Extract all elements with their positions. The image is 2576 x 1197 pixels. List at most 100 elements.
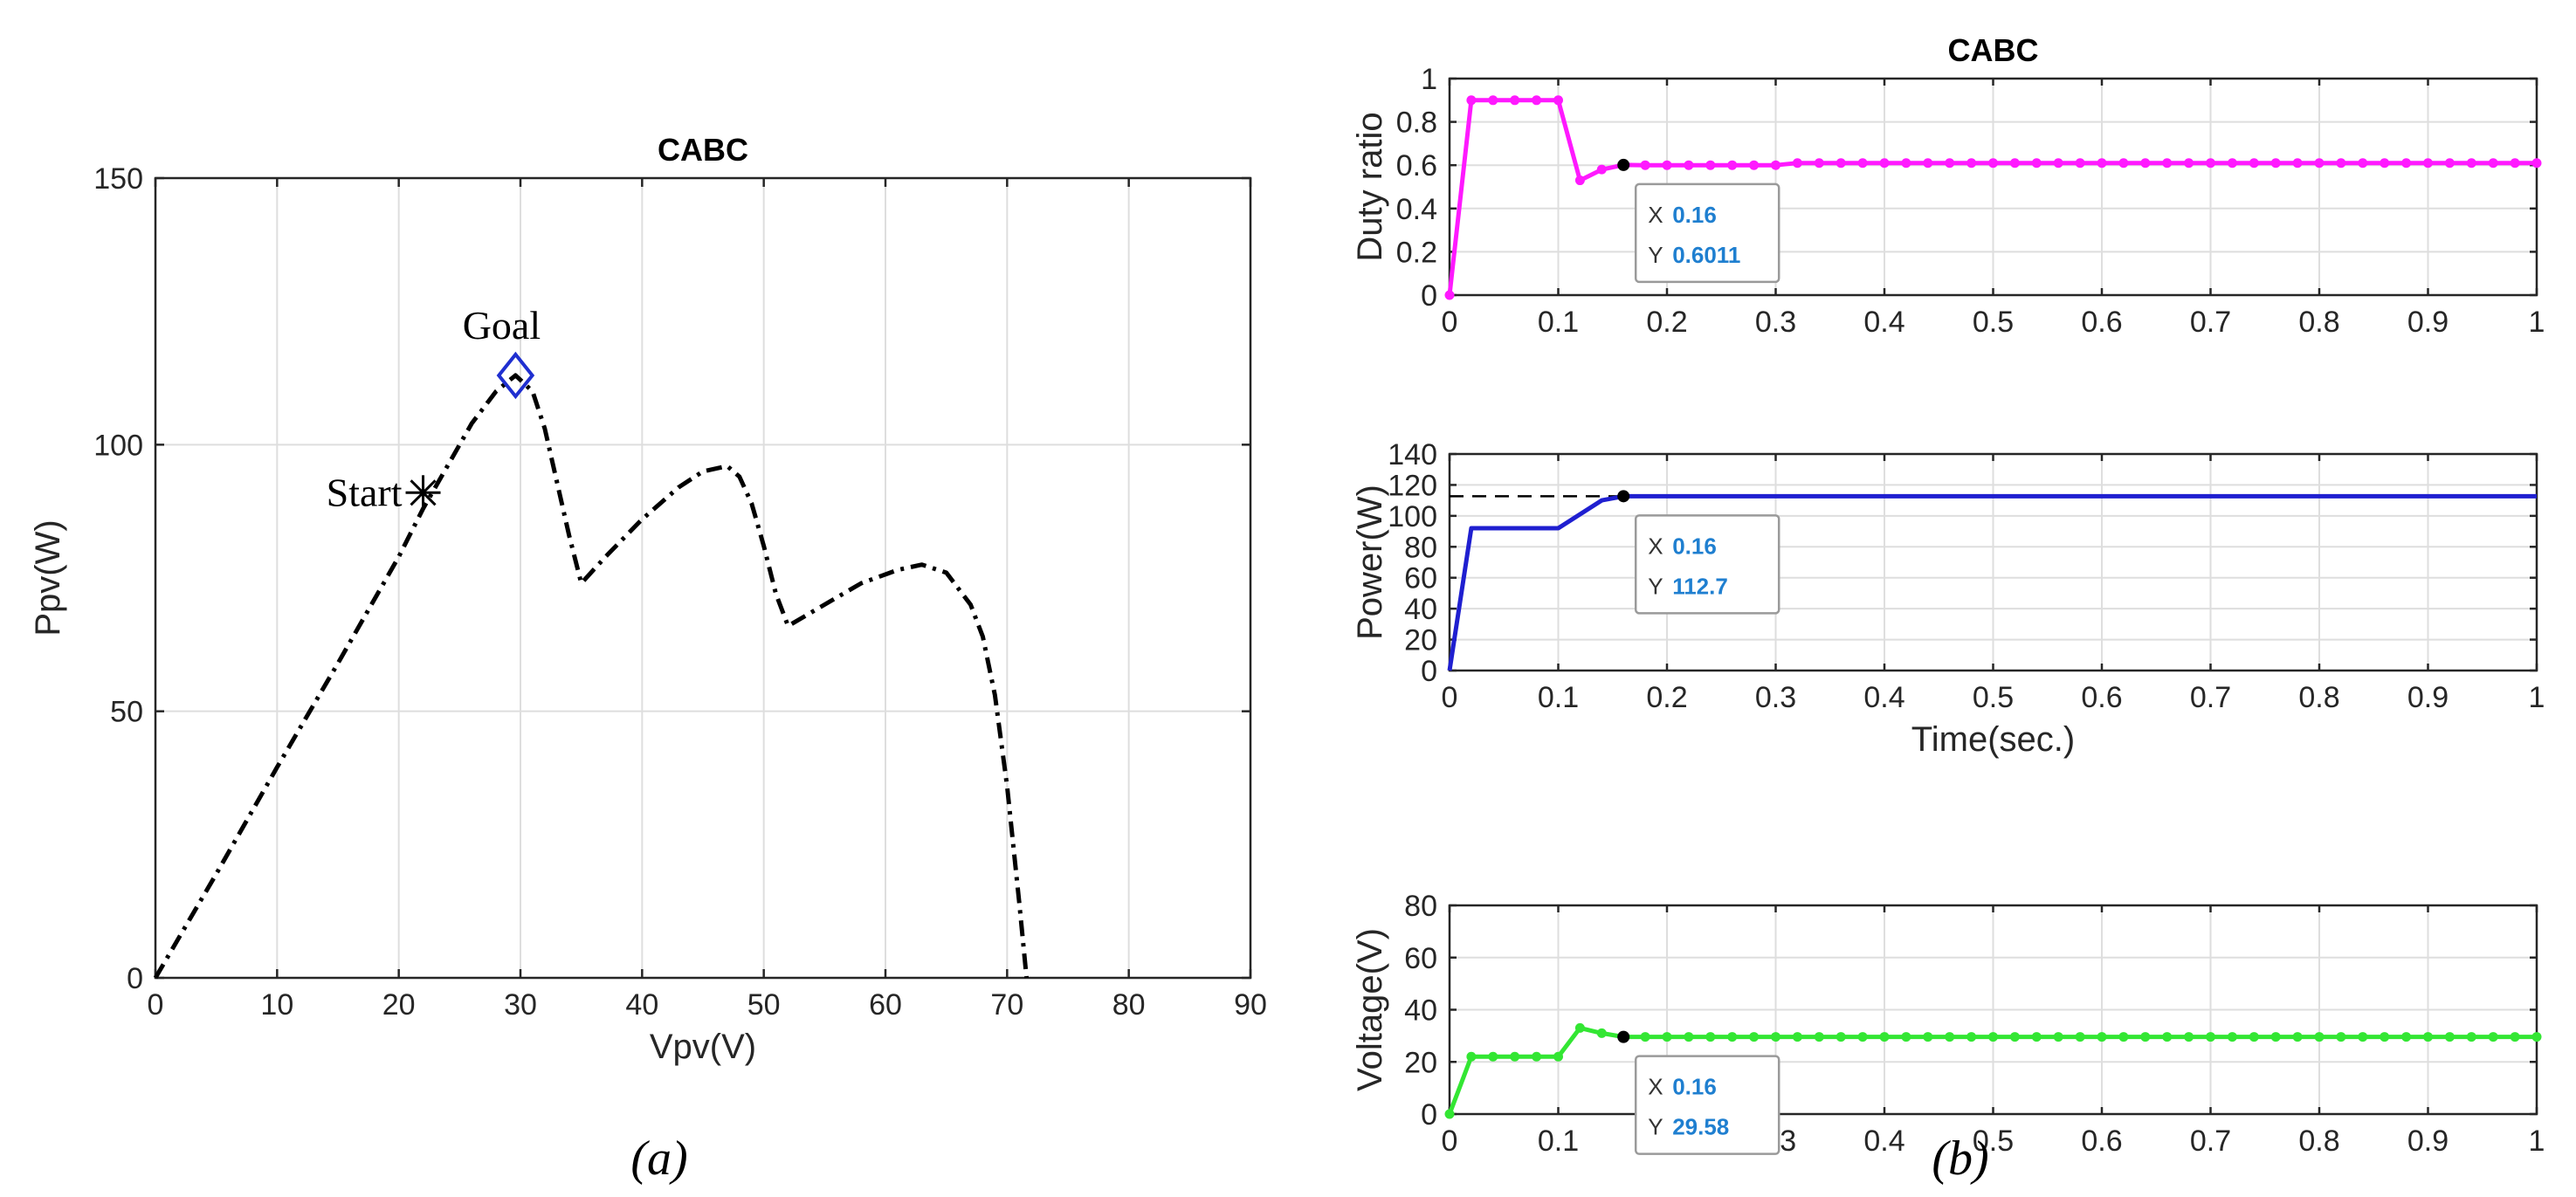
- data-point: [2075, 1032, 2085, 1042]
- data-point: [1792, 1032, 1802, 1042]
- datatip-box: [1634, 514, 1780, 615]
- data-point: [1684, 1032, 1694, 1042]
- asterisk-stroke: [410, 479, 437, 506]
- y-tick-label: 0.2: [1396, 236, 1437, 269]
- data-point: [2227, 158, 2237, 169]
- data-point: [2380, 1032, 2390, 1042]
- goal-diamond-icon: [496, 351, 535, 400]
- data-point: [2031, 1032, 2042, 1042]
- chart-3: 0 0.1 0.2 0.3 0.4 0.5 0.6 0.7 0.8 0.9 1 02040608010…: [1351, 438, 2545, 759]
- x-tick-label: 0.5: [1973, 1125, 2014, 1158]
- x-tick-label: 0.9: [2407, 1125, 2449, 1158]
- data-point: [1945, 158, 1955, 169]
- x-tick-label: 0: [1442, 306, 1458, 339]
- y-tick-label: 0: [1421, 655, 1437, 688]
- data-point: [1640, 1032, 1650, 1042]
- x-tick-label: 0: [1442, 1125, 1458, 1158]
- x-tick-label: 60: [869, 988, 902, 1022]
- data-point: [2444, 158, 2455, 169]
- chart-title: CABC: [658, 132, 748, 168]
- data-point: [1814, 158, 1824, 169]
- data-point: [2249, 1032, 2259, 1042]
- data-point: [2466, 1032, 2476, 1042]
- data-point: [2292, 158, 2303, 169]
- data-point: [1727, 1032, 1738, 1042]
- chart-1: 0 10 20 30 40 50 60 70 80 90 0 50 100 150 CABC Vpv(V) Pp…: [29, 132, 1267, 1066]
- data-point: [2140, 1032, 2151, 1042]
- y-tick-label: 80: [1404, 890, 1437, 923]
- y-tick-label: 100: [1388, 500, 1437, 533]
- data-point: [1857, 1032, 1868, 1042]
- data-point: [1662, 160, 1672, 170]
- data-point: [1792, 158, 1802, 169]
- data-point: [2075, 158, 2085, 169]
- y-tick-label: 120: [1388, 469, 1437, 502]
- data-point: [1662, 1032, 1672, 1042]
- data-point: [1574, 1022, 1585, 1033]
- datatip-y-label: Y: [1648, 242, 1663, 268]
- data-point: [2053, 158, 2063, 169]
- data-point: [1966, 1032, 1977, 1042]
- data-point: [2401, 158, 2412, 169]
- data-point: [2401, 1032, 2412, 1042]
- data-point: [1923, 158, 1933, 169]
- datatip-x-value: 0.16: [1672, 1074, 1717, 1100]
- data-point: [2053, 1032, 2063, 1042]
- data-point: [1532, 95, 1542, 106]
- data-point: [1901, 158, 1911, 169]
- start-label: Start: [327, 470, 403, 514]
- data-point: [1923, 1032, 1933, 1042]
- chart-4: 00.10.20.30.40.50.60.70.80.91020406080Vo…: [1351, 890, 2545, 1158]
- data-point: [1879, 1032, 1890, 1042]
- x-tick-label: 20: [382, 988, 416, 1022]
- x-tick-label: 0.8: [2298, 306, 2339, 339]
- datatip-x-value: 0.16: [1672, 202, 1717, 228]
- y-tick-label: 60: [1404, 942, 1437, 975]
- x-tick-label: 0.5: [1973, 306, 2014, 339]
- data-point: [2270, 158, 2281, 169]
- x-tick-label: 0.5: [1973, 681, 2014, 714]
- y-tick-label: 0: [1421, 279, 1437, 313]
- series-line-p-v-curve: [153, 373, 1030, 980]
- data-point: [1901, 1032, 1911, 1042]
- datatip-y-value: 0.6011: [1672, 242, 1740, 268]
- datatip-box: [1634, 1055, 1780, 1155]
- data-point: [2162, 158, 2173, 169]
- data-point: [1857, 158, 1868, 169]
- data-point: [1771, 1032, 1780, 1042]
- data-point: [1705, 160, 1716, 170]
- data-point: [1466, 95, 1477, 106]
- x-tick-label: 70: [990, 988, 1023, 1022]
- x-tick-label: 0.1: [1538, 306, 1579, 339]
- x-tick-label: 0.4: [1863, 306, 1904, 339]
- datatip-x-value: 0.16: [1672, 533, 1717, 559]
- y-axis-label: Voltage(V): [1351, 928, 1389, 1091]
- y-tick-label: 0: [1421, 1098, 1437, 1132]
- data-point: [2510, 1032, 2520, 1042]
- chart-2: 0 0.1 0.2 0.3 0.4 0.5 0.6 0.7 0.8 0.9 100.20.40.60…: [1351, 32, 2545, 339]
- data-point: [2314, 1032, 2325, 1042]
- data-point: [1596, 1028, 1607, 1038]
- data-point: [2009, 1032, 2020, 1042]
- data-point: [1466, 1051, 1477, 1062]
- start-marker-icon: [405, 475, 441, 511]
- data-point: [2336, 158, 2346, 169]
- x-tick-label: 0.3: [1755, 306, 1796, 339]
- series-line-power: [1447, 493, 2537, 671]
- data-point: [1879, 158, 1890, 169]
- data-point: [2444, 1032, 2455, 1042]
- x-tick-label: 10: [260, 988, 293, 1022]
- x-tick-label: 0.6: [2081, 306, 2122, 339]
- x-tick-label: 0.7: [2190, 1125, 2231, 1158]
- data-point: [1444, 290, 1455, 300]
- plot-area: [155, 178, 1250, 978]
- x-tick-label: 1: [2529, 1125, 2545, 1158]
- x-tick-label: 0.6: [2081, 1125, 2122, 1158]
- x-tick-label: 1: [2529, 681, 2545, 714]
- datatip-x-label: X: [1648, 533, 1663, 559]
- data-point: [2314, 158, 2325, 169]
- data-point: [1510, 1051, 1520, 1062]
- data-point: [1640, 160, 1650, 170]
- data-point: [1532, 1051, 1542, 1062]
- data-point: [1836, 158, 1846, 169]
